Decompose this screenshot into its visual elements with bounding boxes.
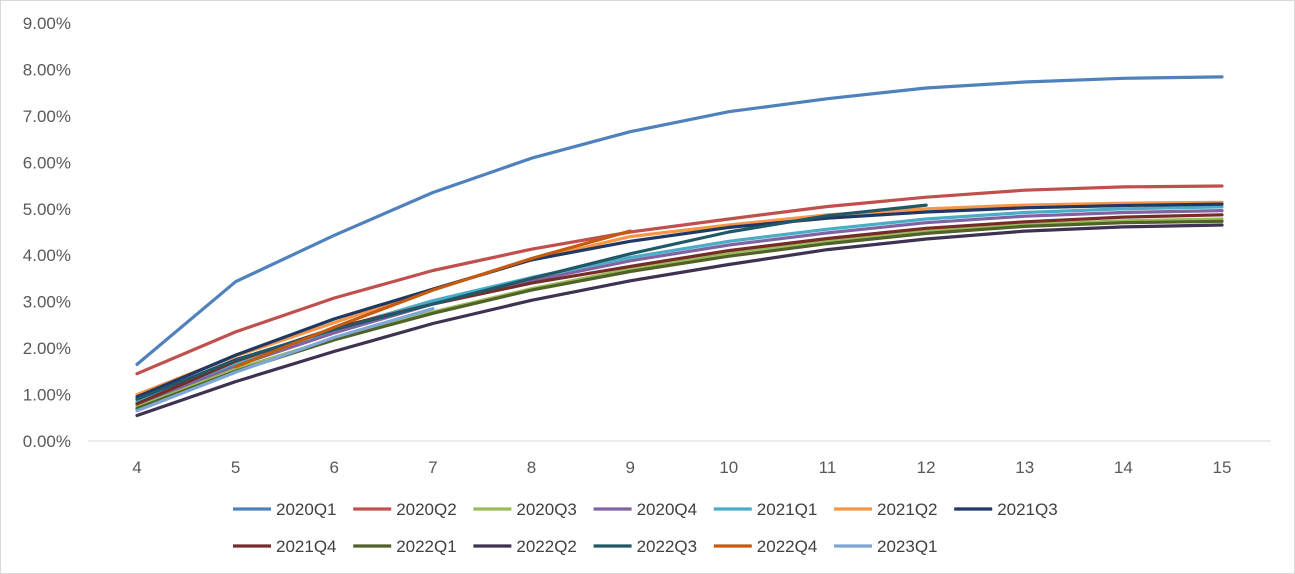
legend-label: 2021Q4 (276, 537, 337, 556)
series-line-2021q3 (135, 202, 1224, 399)
series-line-2021q2 (135, 200, 1224, 397)
x-tick-label: 14 (1114, 458, 1133, 477)
legend-item-2022q3: 2022Q3 (593, 537, 698, 556)
y-tick-label: 7.00% (23, 107, 71, 126)
y-tick-label: 5.00% (23, 200, 71, 219)
legend: 2020Q1 2020Q2 2020Q3 2020Q4 2021Q1 2021Q2 2021… (233, 500, 1058, 556)
legend-label: 2020Q4 (637, 500, 698, 519)
x-tick-label: 6 (330, 458, 339, 477)
y-tick-label: 4.00% (23, 246, 71, 265)
y-axis-tick-labels: 0.00% 1.00% 2.00% 3.00% 4.00% 5.00% 6.00% 7.00%… (23, 14, 71, 451)
y-tick-label: 6.00% (23, 153, 71, 172)
x-tick-label: 7 (428, 458, 437, 477)
legend-item-2020q1: 2020Q1 (233, 500, 337, 519)
x-tick-label: 4 (132, 458, 141, 477)
y-tick-label: 3.00% (23, 293, 71, 312)
legend-label: 2022Q1 (396, 537, 457, 556)
y-tick-label: 1.00% (23, 386, 71, 405)
series-lines (135, 75, 1224, 418)
x-tick-label: 9 (625, 458, 634, 477)
series-line-2021q1 (135, 205, 1224, 404)
x-tick-label: 11 (819, 458, 837, 477)
series-line-2020q1 (135, 75, 1224, 366)
legend-item-2020q4: 2020Q4 (593, 500, 698, 519)
series-line-2022q1 (135, 219, 1224, 411)
legend-label: 2020Q2 (396, 500, 457, 519)
x-tick-label: 5 (231, 458, 240, 477)
x-tick-label: 13 (1015, 458, 1034, 477)
legend-label: 2021Q1 (757, 500, 818, 519)
legend-label: 2022Q4 (757, 537, 818, 556)
series-line-2020q3 (135, 217, 1224, 408)
y-tick-label: 0.00% (23, 432, 71, 451)
x-tick-label: 15 (1213, 458, 1232, 477)
series-line-2022q4 (234, 229, 632, 369)
x-tick-label: 8 (527, 458, 536, 477)
x-axis-tick-labels: 4 5 6 7 8 9 10 11 12 13 14 15 (132, 458, 1231, 477)
legend-label: 2021Q2 (877, 500, 938, 519)
legend-label: 2022Q3 (637, 537, 698, 556)
legend-item-2022q1: 2022Q1 (353, 537, 457, 556)
legend-label: 2020Q3 (516, 500, 577, 519)
x-tick-label: 12 (917, 458, 936, 477)
legend-item-2022q2: 2022Q2 (473, 537, 577, 556)
legend-item-2021q4: 2021Q4 (233, 537, 337, 556)
x-tick-label: 10 (719, 458, 738, 477)
legend-item-2021q2: 2021Q2 (834, 500, 938, 519)
y-tick-label: 2.00% (23, 339, 71, 358)
legend-label: 2023Q1 (877, 537, 938, 556)
legend-item-2020q2: 2020Q2 (353, 500, 457, 519)
legend-item-2021q3: 2021Q3 (954, 500, 1058, 519)
series-line-2022q2 (135, 223, 1224, 418)
y-tick-label: 8.00% (23, 60, 71, 79)
legend-item-2022q4: 2022Q4 (713, 537, 818, 556)
y-tick-label: 9.00% (23, 14, 71, 33)
series-line-2020q2 (135, 184, 1224, 376)
series-line-2022q3 (135, 203, 928, 401)
series-line-2020q4 (135, 209, 1224, 406)
legend-label: 2021Q3 (997, 500, 1057, 519)
legend-label: 2020Q1 (276, 500, 337, 519)
legend-item-2020q3: 2020Q3 (473, 500, 577, 519)
series-line-2023q1 (135, 307, 435, 413)
legend-label: 2022Q2 (516, 537, 577, 556)
legend-item-2023q1: 2023Q1 (834, 537, 938, 556)
legend-item-2021q1: 2021Q1 (713, 500, 818, 519)
